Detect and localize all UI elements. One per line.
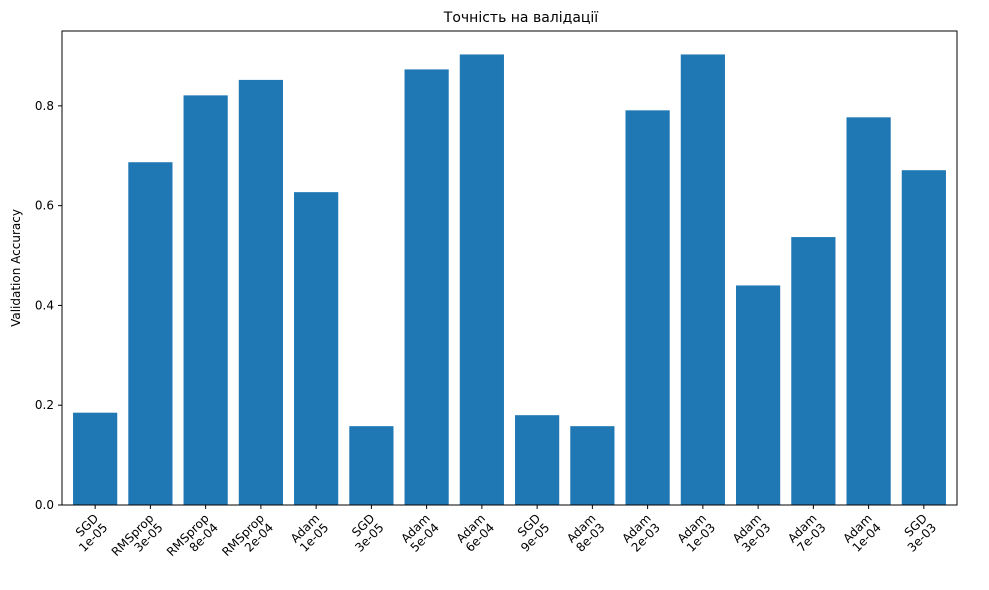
bar (294, 192, 339, 505)
x-tick-label: Adam8e-03 (564, 511, 608, 555)
x-tick-label: Adam3e-03 (730, 511, 774, 555)
bar (128, 162, 173, 506)
bar (680, 54, 725, 505)
y-tick-label: 0.8 (35, 99, 54, 113)
chart-title: Точність на валідації (443, 10, 599, 26)
bar (736, 285, 781, 505)
x-tick-label: SGD3e-05 (343, 511, 387, 555)
x-tick-label: Adam5e-04 (398, 511, 442, 555)
y-tick-label: 0.6 (35, 199, 54, 213)
x-axis-ticks: SGD1e-05RMSprop3e-05RMSprop8e-04RMSprop2… (67, 505, 940, 568)
x-tick-label: Adam1e-05 (288, 511, 332, 555)
bar (570, 426, 615, 505)
bar (791, 237, 836, 506)
x-tick-label: Adam6e-04 (454, 511, 498, 555)
y-tick-label: 0.0 (35, 498, 54, 512)
bar (515, 415, 560, 505)
bar (846, 117, 891, 505)
x-tick-label: SGD1e-05 (67, 511, 111, 555)
x-tick-label: Adam1e-04 (840, 511, 884, 555)
bar (349, 426, 394, 505)
bar (238, 79, 283, 505)
x-tick-label: Adam1e-03 (675, 511, 719, 555)
x-tick-label: RMSprop2e-04 (219, 511, 276, 568)
y-tick-label: 0.2 (35, 398, 54, 412)
x-tick-label: SGD9e-05 (509, 511, 553, 555)
x-tick-label: Adam7e-03 (785, 511, 829, 555)
bars-group (73, 54, 946, 506)
bar (901, 170, 946, 506)
x-tick-label: Adam2e-03 (619, 511, 663, 555)
bar (625, 110, 670, 505)
x-tick-label: RMSprop8e-04 (164, 511, 221, 568)
y-axis-ticks: 0.0 0.2 0.4 0.6 0.8 (35, 99, 62, 512)
bar (183, 95, 228, 506)
y-tick-label: 0.4 (35, 298, 54, 312)
bar (404, 69, 449, 505)
y-axis-label: Validation Accuracy (9, 209, 23, 327)
bar (73, 412, 118, 505)
bar (459, 54, 504, 505)
plot-frame (61, 30, 958, 506)
x-tick-label: SGD3e-03 (896, 511, 940, 555)
x-tick-label: RMSprop3e-05 (109, 511, 166, 568)
